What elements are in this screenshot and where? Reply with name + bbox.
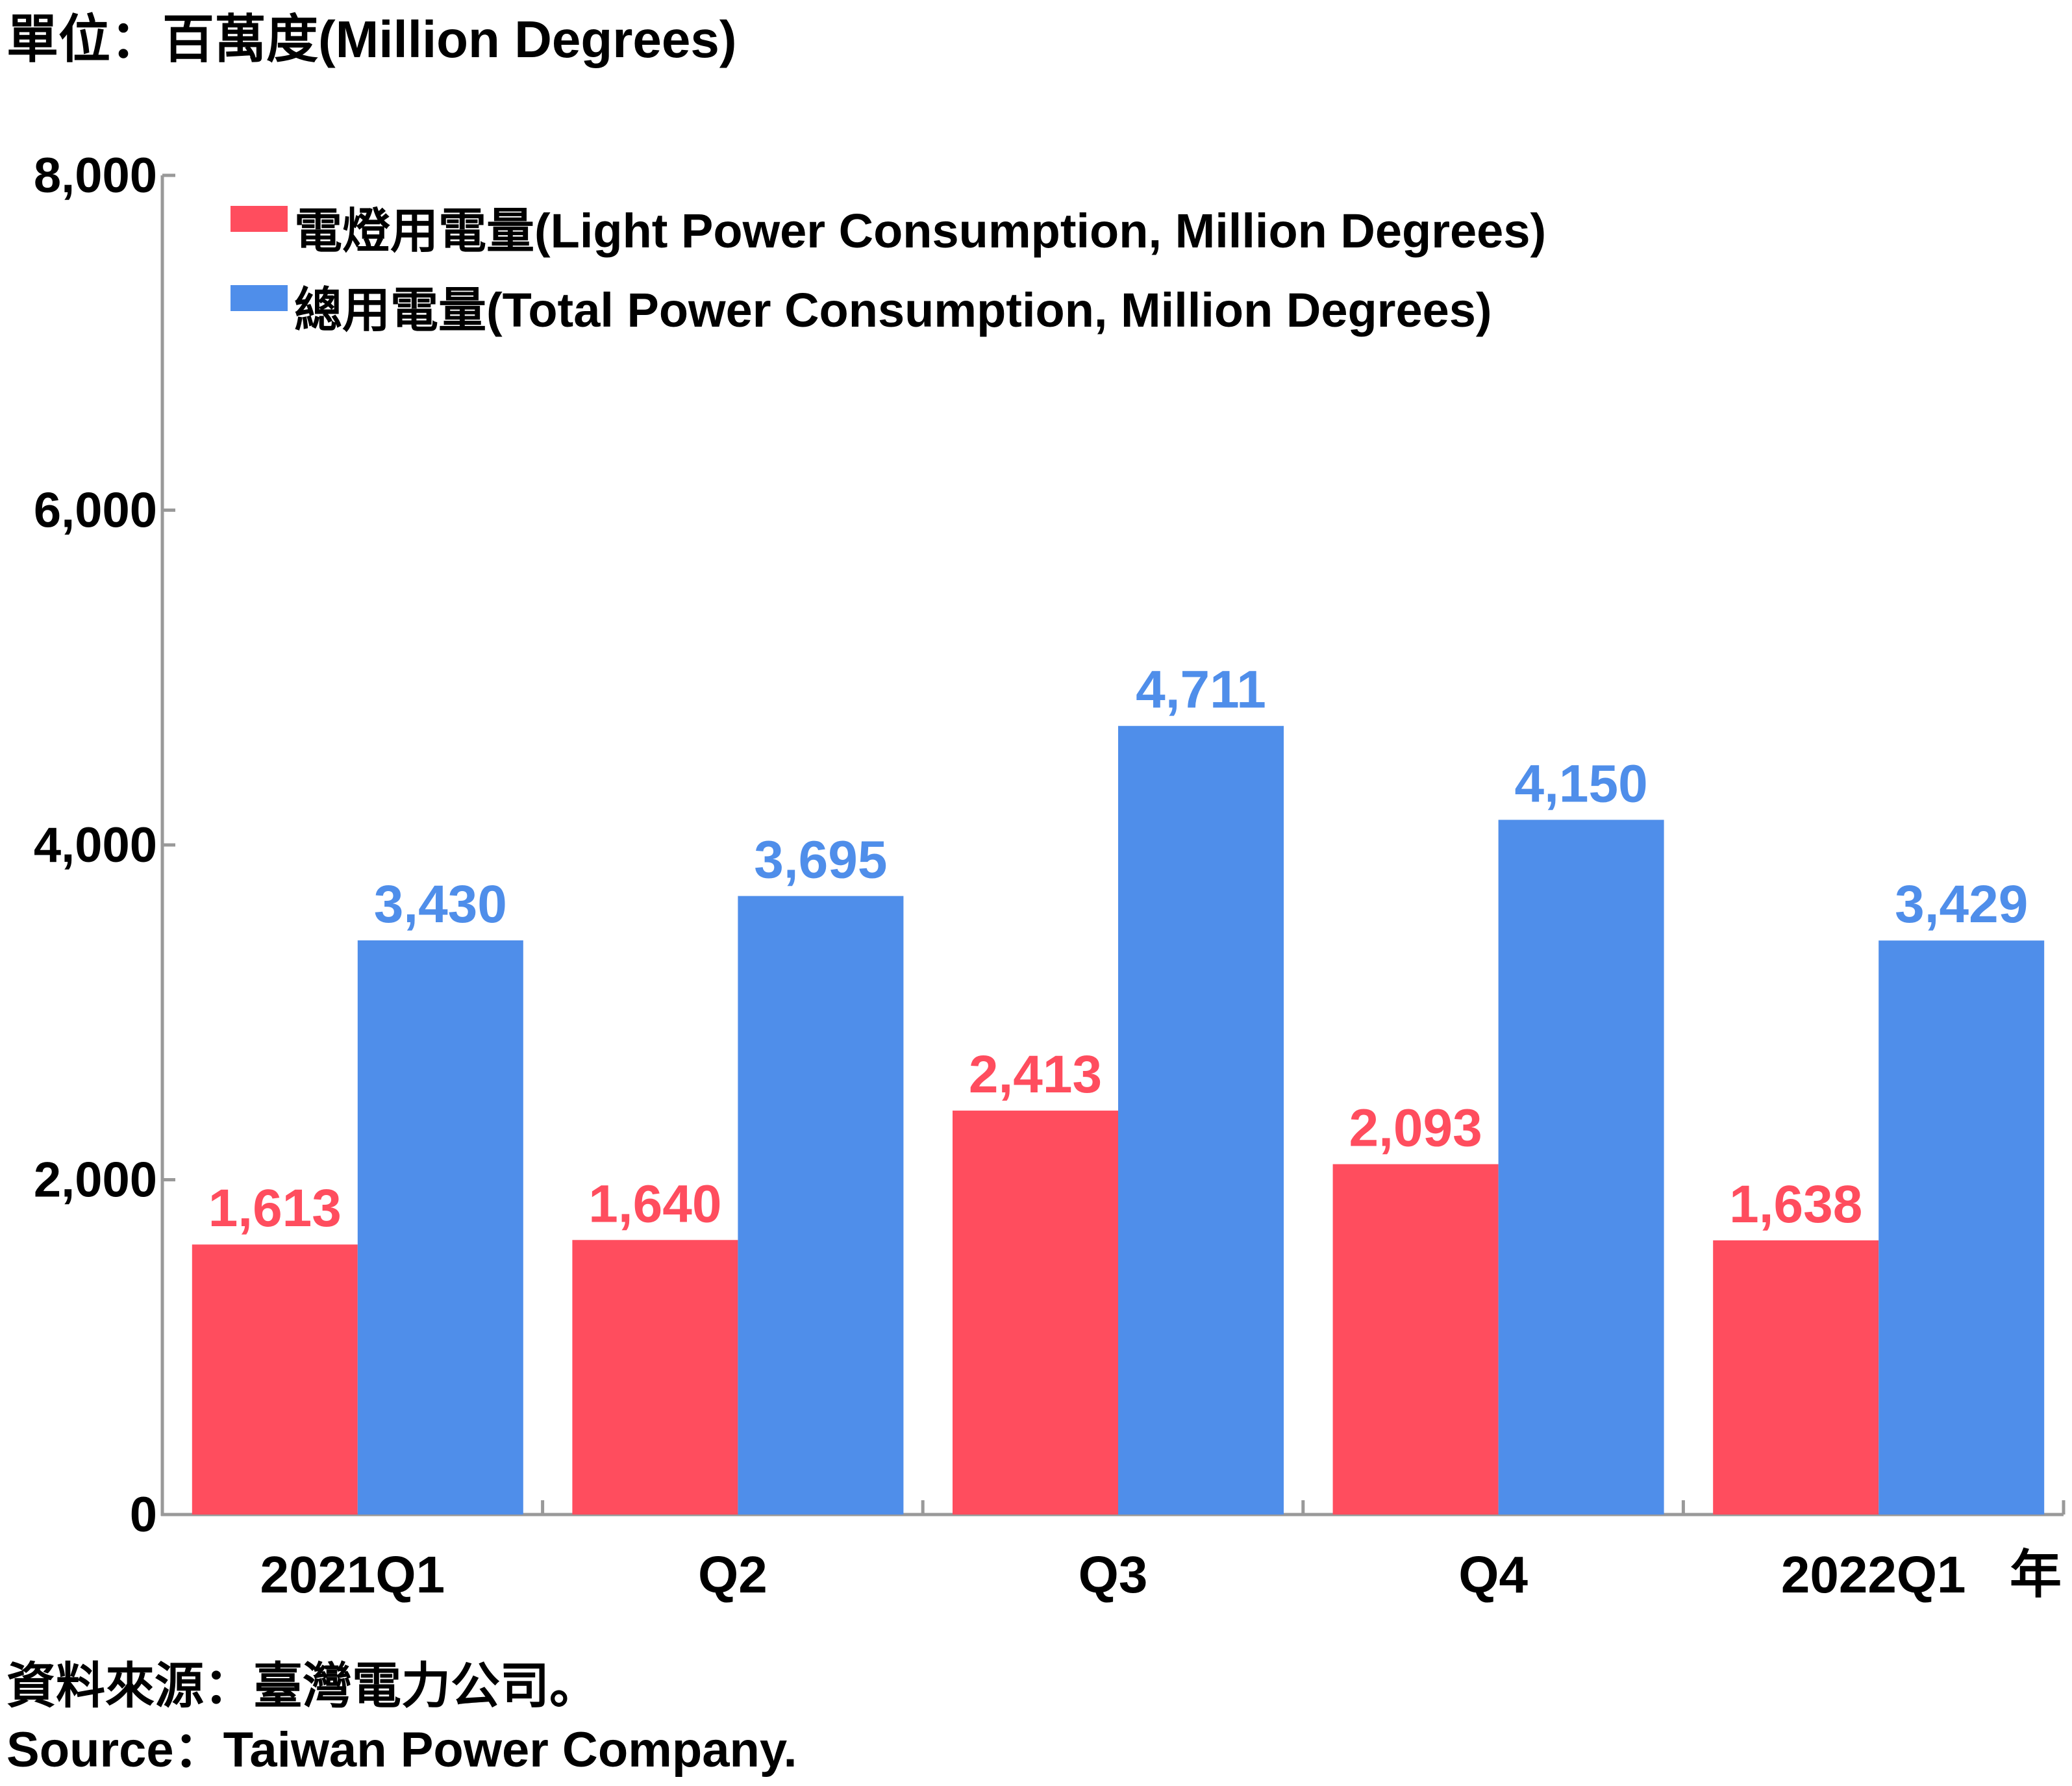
data-label: 3,430: [374, 875, 507, 934]
data-label: 3,695: [754, 831, 887, 890]
y-tick-label: 0: [130, 1487, 157, 1542]
y-tick-label: 2,000: [34, 1153, 157, 1208]
bar: [1879, 940, 2045, 1515]
bar: [572, 1240, 738, 1515]
bar: [1118, 725, 1284, 1515]
bar: [1713, 1240, 1879, 1515]
x-axis-suffix: 年: [2010, 1546, 2062, 1604]
x-tick-label: Q4: [1458, 1546, 1528, 1604]
data-label: 1,613: [208, 1179, 342, 1238]
bar: [1332, 1164, 1499, 1515]
x-tick-label: Q3: [1079, 1546, 1148, 1604]
data-label: 1,640: [588, 1174, 721, 1233]
bar: [192, 1244, 358, 1515]
y-tick-label: 6,000: [34, 483, 157, 538]
bar: [1498, 820, 1664, 1515]
data-label: 2,413: [969, 1045, 1102, 1104]
legend: 電燈用電量(Light Power Consumption, Million D…: [231, 204, 1546, 337]
data-label: 3,429: [1895, 875, 2028, 934]
x-tick-label: 2022Q1: [1781, 1546, 1966, 1604]
source-en: Source：Taiwan Power Company.: [6, 1722, 797, 1778]
bar: [357, 940, 523, 1515]
source-zh: 資料來源：臺灣電力公司。: [6, 1659, 599, 1714]
bar: [738, 896, 904, 1515]
bar: [953, 1111, 1118, 1515]
x-axis: 2021Q1 Q2 Q3 Q4 2022Q1 年: [161, 1500, 2066, 1604]
legend-swatch: [231, 285, 288, 311]
y-axis: 0 2,000 4,000 6,000 8,000: [34, 148, 175, 1542]
x-tick-label: Q2: [698, 1546, 768, 1604]
data-label: 4,150: [1514, 754, 1647, 813]
data-label: 4,711: [1136, 660, 1266, 720]
bars: 1,613 3,430 1,640 3,695 2,413 4,711 2,093 4,150…: [192, 660, 2045, 1515]
y-tick-label: 8,000: [34, 148, 157, 203]
legend-label: 總用電量(Total Power Consumption, Million De…: [294, 283, 1492, 337]
x-tick-label: 2021Q1: [260, 1546, 445, 1604]
legend-label: 電燈用電量(Light Power Consumption, Million D…: [294, 204, 1546, 258]
data-label: 1,638: [1729, 1175, 1862, 1234]
data-label: 2,093: [1349, 1099, 1482, 1158]
y-tick-label: 4,000: [34, 818, 157, 873]
unit-label: 單位：百萬度(Million Degrees): [6, 10, 737, 68]
legend-swatch: [231, 206, 288, 232]
